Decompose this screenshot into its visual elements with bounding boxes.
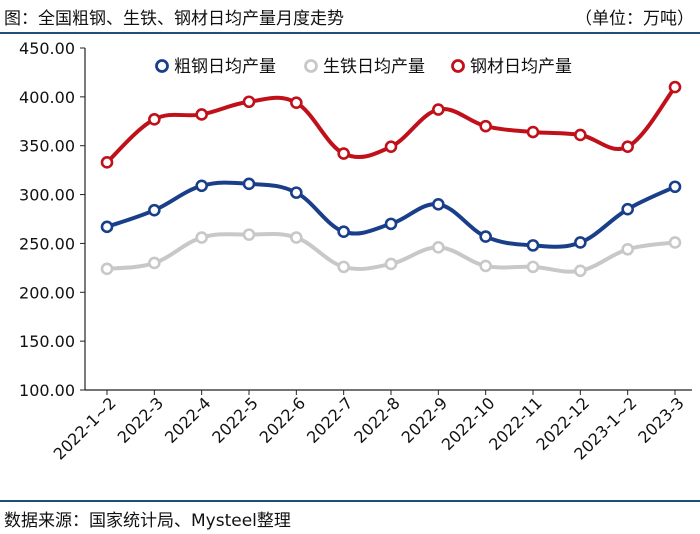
bottom-divider [0, 500, 700, 502]
data-point [100, 220, 114, 234]
x-tick-label: 2022-7 [303, 393, 357, 447]
data-point [337, 260, 350, 274]
chart-title: 图：全国粗钢、生铁、钢材日均产量月度走势 [4, 9, 344, 29]
data-point [432, 103, 445, 116]
x-tick-label: 2022-3 [114, 393, 168, 447]
data-point [668, 236, 682, 249]
x-tick-label: 2022-8 [350, 393, 404, 447]
data-point [384, 257, 398, 271]
series-line-1 [106, 180, 676, 249]
data-point [337, 225, 350, 239]
data-point [148, 256, 161, 270]
data-point [384, 140, 398, 153]
data-point [100, 156, 114, 169]
data-point [574, 128, 587, 142]
data-point [242, 228, 256, 241]
x-tick-label: 2022-4 [161, 393, 215, 447]
legend-marker [451, 59, 465, 73]
y-tick-label: 450.00 [19, 39, 75, 58]
data-point [574, 264, 587, 278]
data-point [290, 96, 303, 110]
legend-label: 生铁日均产量 [323, 57, 425, 77]
y-tick-label: 300.00 [19, 186, 75, 205]
data-point [384, 217, 398, 231]
unit-label: （单位：万吨） [575, 9, 694, 29]
data-point [242, 95, 256, 109]
y-tick-label: 350.00 [19, 137, 75, 156]
legend-marker [155, 59, 169, 73]
data-point [621, 202, 634, 216]
data-point [100, 262, 114, 276]
data-point [432, 198, 445, 211]
data-point [148, 203, 161, 217]
y-tick-label: 250.00 [19, 234, 75, 253]
data-point [195, 179, 208, 193]
data-point [195, 231, 208, 244]
x-tick-label: 2022-1~2 [50, 393, 120, 463]
legend-label: 粗钢日均产量 [174, 57, 276, 77]
data-point [479, 259, 492, 273]
top-divider [0, 32, 700, 34]
x-tick-label: 2022-5 [208, 393, 262, 447]
data-point [526, 239, 540, 252]
y-tick-label: 150.00 [19, 332, 75, 351]
data-point [668, 80, 682, 94]
y-tick-label: 100.00 [19, 381, 75, 400]
data-point [526, 260, 540, 274]
legend-label: 钢材日均产量 [470, 57, 572, 77]
data-point [337, 147, 350, 160]
line-chart: 100.00 150.00 200.00 250.00 300.00 350.00 400.… [19, 39, 692, 464]
data-point [242, 177, 256, 191]
data-source: 数据来源：国家统计局、Mysteel整理 [4, 511, 291, 531]
y-tick-label: 200.00 [19, 283, 75, 302]
data-point [668, 180, 682, 194]
x-tick-label: 2023-3 [634, 393, 688, 447]
data-point [148, 113, 161, 126]
data-point [479, 230, 492, 243]
data-point [621, 242, 634, 256]
x-tick-label: 2022-6 [256, 393, 310, 447]
chart-header: 图：全国粗钢、生铁、钢材日均产量月度走势 （单位：万吨） [0, 0, 700, 32]
data-point [621, 140, 634, 153]
data-point [574, 236, 587, 249]
data-point [479, 119, 492, 133]
data-point [195, 108, 208, 121]
data-point [526, 125, 540, 139]
data-point [432, 241, 445, 254]
legend-marker [304, 59, 318, 73]
data-point [290, 186, 303, 199]
y-tick-label: 400.00 [19, 88, 75, 107]
data-point [290, 231, 303, 244]
